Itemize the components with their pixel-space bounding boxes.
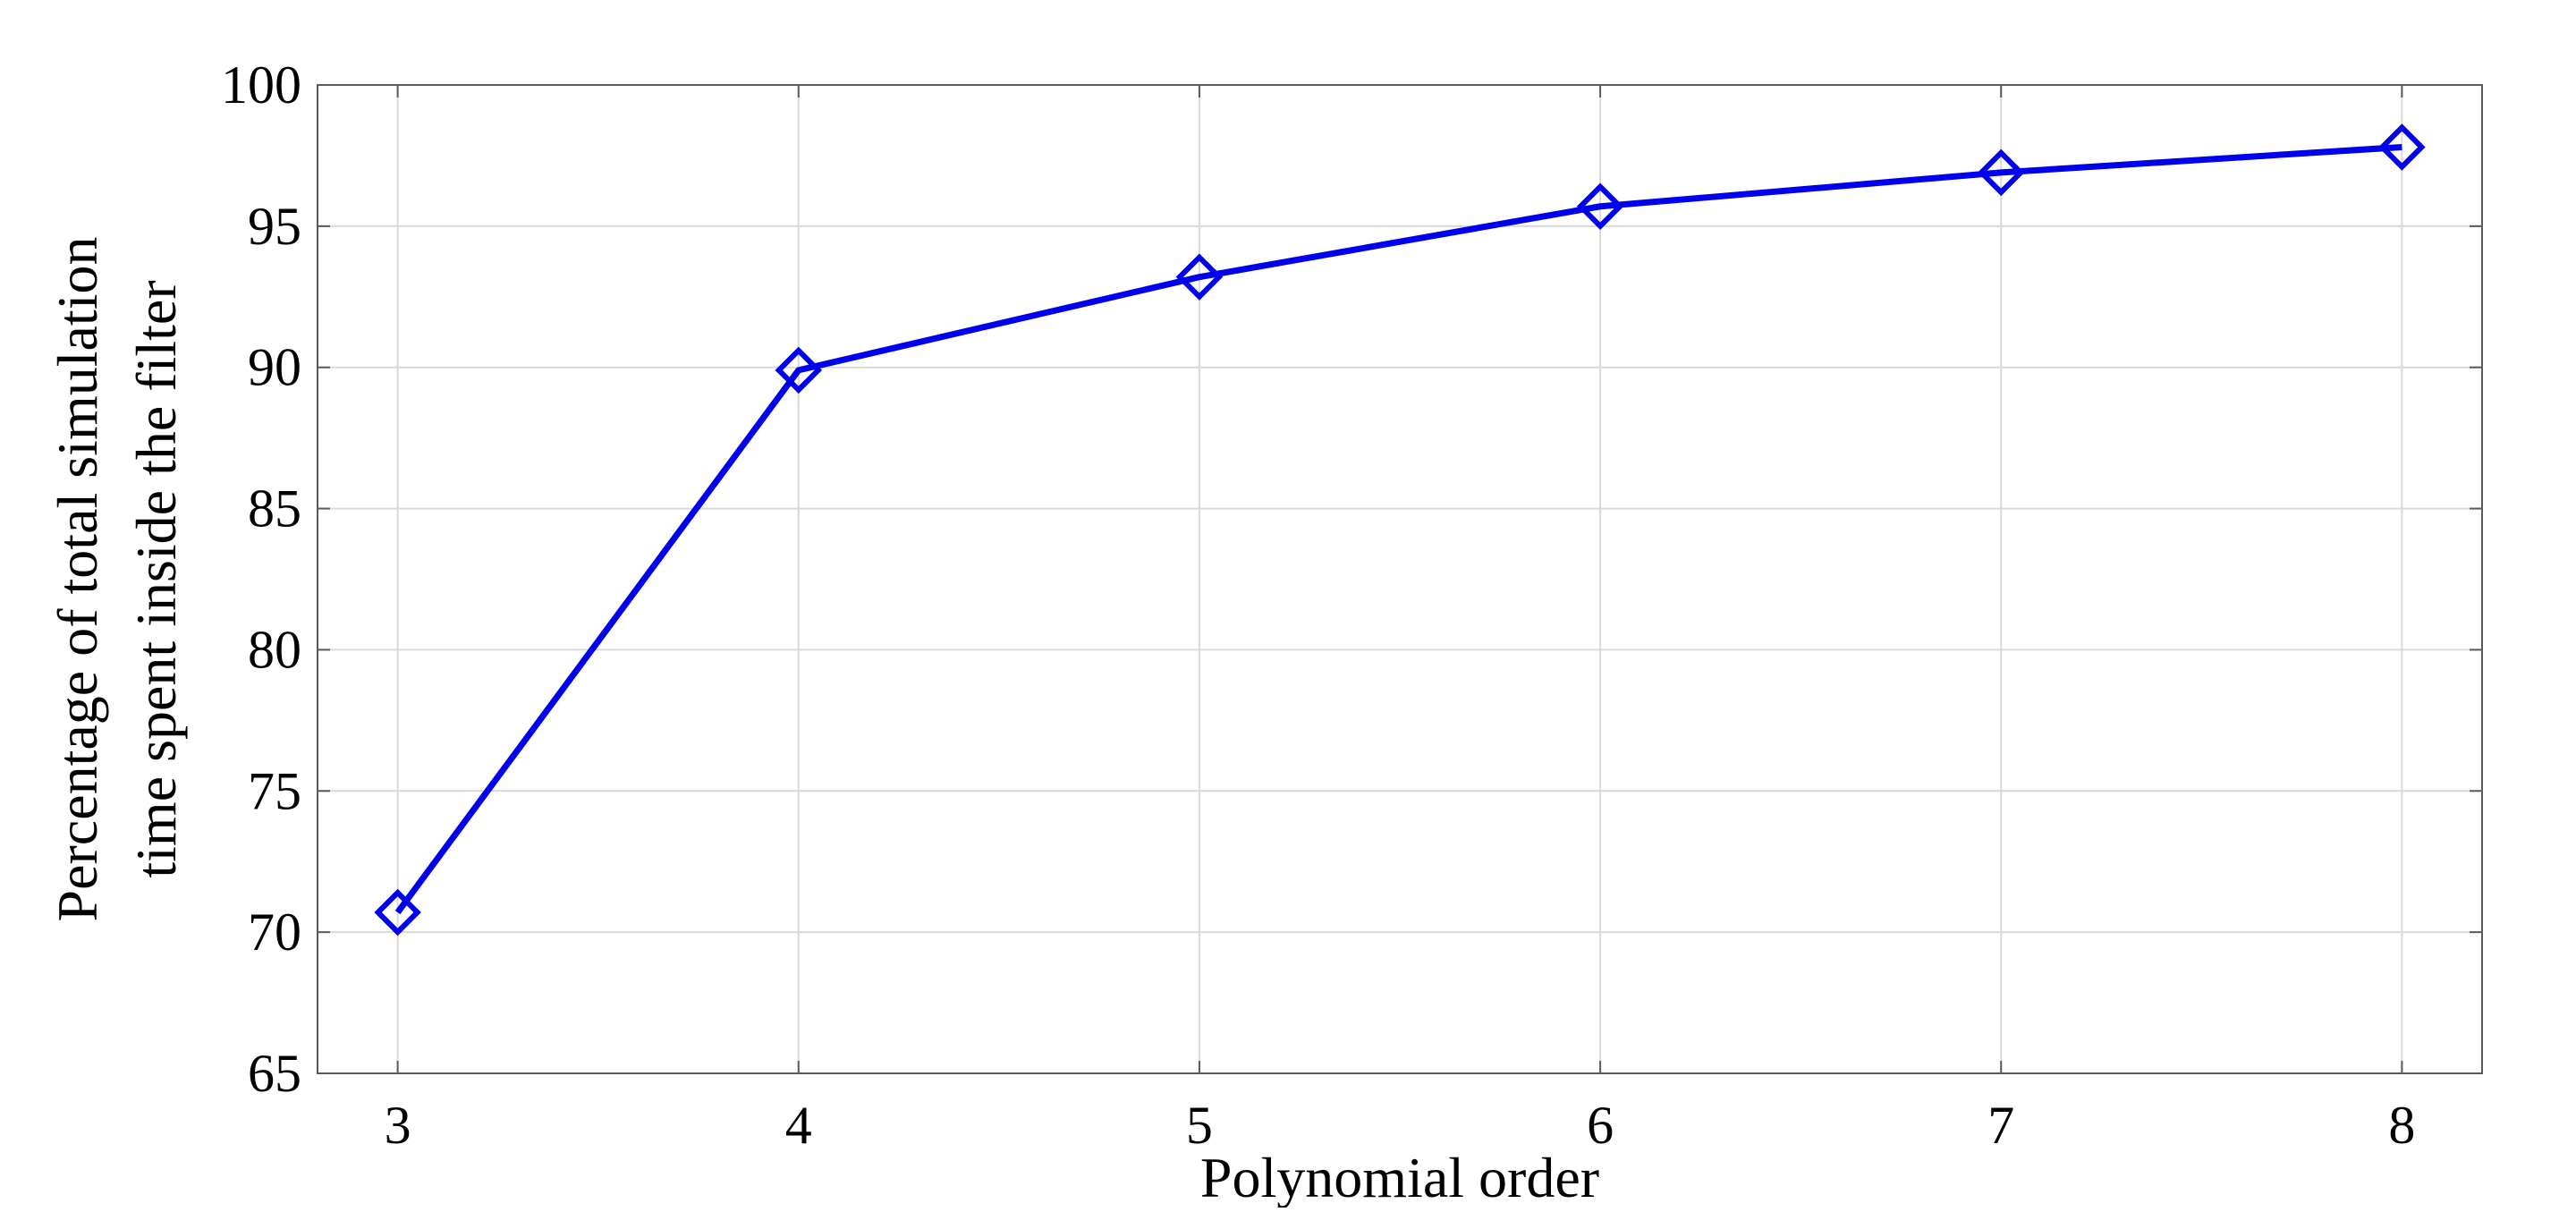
x-tick-label: 8 <box>2388 1096 2415 1155</box>
y-tick-label: 90 <box>248 338 301 397</box>
x-tick-label: 6 <box>1587 1096 1614 1155</box>
series-line <box>394 143 2402 915</box>
x-tick-label: 7 <box>1987 1096 2014 1155</box>
x-tick-label: 4 <box>785 1096 812 1155</box>
y-axis-label-line-2: time spent inside the filter <box>124 280 188 877</box>
y-tick-label: 95 <box>248 197 301 256</box>
data-point-diamond <box>1977 148 2025 197</box>
series <box>374 123 2426 937</box>
y-axis-label-line-1: Percentage of total simulation <box>46 237 109 922</box>
y-tick-label: 70 <box>248 903 301 962</box>
x-tick-label: 5 <box>1186 1096 1213 1155</box>
data-point-diamond <box>1175 253 1224 301</box>
data-point-diamond <box>775 346 823 394</box>
data-point-diamond <box>2378 123 2426 171</box>
data-point-diamond <box>1576 182 1624 230</box>
axis-ticks: 3 4 5 6 7 8 65 70 75 80 85 90 95 100 <box>221 55 2482 1155</box>
x-axis-label: Polynomial order <box>1200 1146 1599 1208</box>
y-tick-label: 80 <box>248 620 301 679</box>
y-tick-label: 65 <box>248 1044 301 1103</box>
y-tick-label: 100 <box>221 55 301 114</box>
y-tick-label: 85 <box>248 479 301 538</box>
x-tick-label: 3 <box>385 1096 411 1155</box>
data-point-diamond <box>374 888 421 937</box>
y-tick-label: 75 <box>248 761 301 820</box>
plot-area-frame <box>317 84 2483 1074</box>
